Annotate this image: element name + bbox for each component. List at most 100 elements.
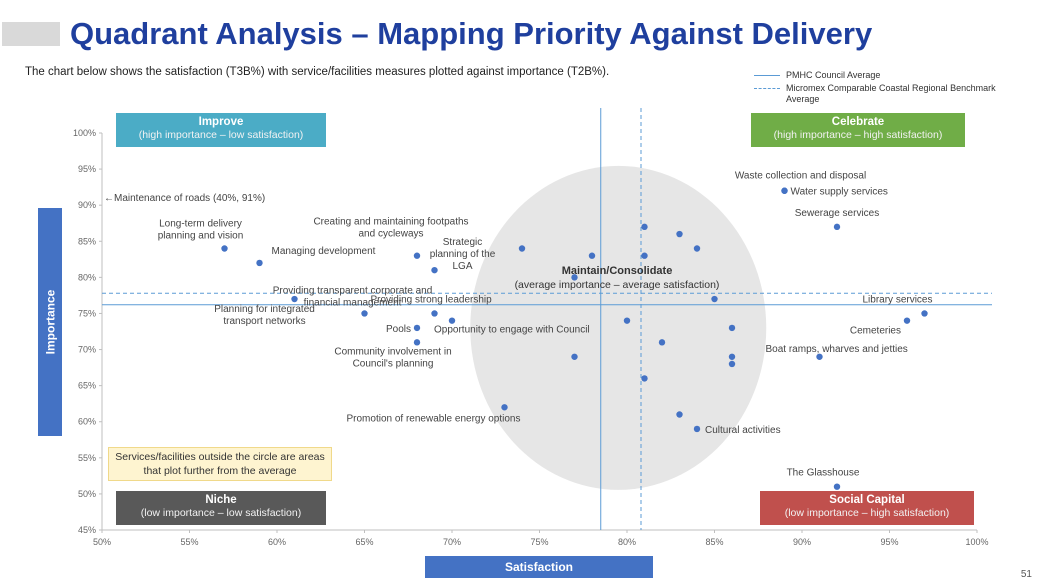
center-maintain-label: Maintain/Consolidate (average importance… [497,264,737,292]
center-maintain-subtitle: (average importance – average satisfacti… [514,279,720,291]
quadrant-niche-subtitle: (low importance – low satisfaction) [140,507,302,519]
data-point [693,425,701,433]
y-tick-label: 55% [78,453,96,463]
legend-dashed-label: Micromex Comparable Coastal Regional Ben… [786,83,996,104]
data-point-label: Providing transparent corporate and finan… [273,285,433,308]
data-point [781,187,788,194]
data-point-label-line: Council's planning [353,358,434,369]
page-title: Quadrant Analysis – Mapping Priority Aga… [70,16,873,51]
legend-solid-line-swatch [754,75,780,76]
data-point-label: Waste collection and disposal [735,171,866,182]
data-point-label-line: Boat ramps, wharves and jetties [766,344,908,355]
data-point [588,252,596,259]
data-point-label: Long-term delivery planning and vision [158,218,244,241]
data-point-label-line: Sewerage services [795,208,879,219]
data-point-label-line: and cycleways [358,229,423,240]
data-point [903,317,911,324]
data-point [291,295,298,303]
data-point [413,324,421,332]
data-point [658,339,666,346]
quadrant-improve-title: Improve [198,116,244,128]
y-tick-label: 50% [78,489,96,499]
data-point [431,310,438,317]
quadrant-social-capital-title: Social Capital [829,494,905,506]
data-point [641,375,648,382]
data-point [833,483,841,490]
data-point-label-line: Creating and maintaining footpaths [313,217,468,228]
data-point [501,404,508,411]
data-point [221,245,228,252]
data-point [518,245,526,252]
data-point [623,317,631,324]
data-point-label-line: Long-term delivery [159,218,242,229]
quadrant-niche-label: Niche (low importance – low satisfaction… [116,491,326,525]
data-point-label-line: Library services [862,294,932,305]
legend-solid-label: PMHC Council Average [786,70,881,80]
quadrant-improve-label: Improve (high importance – low satisfact… [116,113,326,147]
legend-item-council-average: PMHC Council Average [754,70,996,81]
x-tick-label: 90% [793,537,811,547]
data-point [728,360,736,368]
y-tick-label: 65% [78,381,96,391]
data-point-label: Community involvement in Council's planni… [334,346,451,369]
outside-circle-note: Services/facilities outside the circle a… [108,447,332,481]
x-tick-label: 70% [443,537,461,547]
x-axis-title-text: Satisfaction [504,560,573,574]
y-tick-label: 80% [78,272,96,282]
data-point-label: Promotion of renewable energy options [347,413,521,424]
data-point-label-line: Water supply services [791,187,888,198]
y-tick-label: 90% [78,200,96,210]
data-point [431,266,438,274]
x-tick-label: 60% [268,537,286,547]
data-point [256,259,263,267]
data-point-label: Strategic planning of the LGA [430,237,496,272]
data-point [571,274,578,281]
data-point-label: Providing strong leadership [371,294,493,305]
data-point [676,230,683,238]
data-point-label-line: planning of the [430,249,496,260]
data-point-label-line: Providing strong leadership [371,294,493,305]
data-point-label-line: Managing development [272,246,376,257]
maintenance-of-roads-annotation: ←Maintenance of roads (40%, 91%) [104,193,265,204]
x-tick-label: 65% [355,537,373,547]
data-point [728,324,736,332]
data-point [693,245,701,252]
y-tick-label: 100% [73,128,96,138]
data-point-label: Opportunity to engage with Council [434,325,590,336]
x-tick-label: 95% [880,537,898,547]
data-point-label-line: Cemeteries [850,326,901,337]
legend-item-benchmark-average: Micromex Comparable Coastal Regional Ben… [754,83,996,105]
data-point-label-line: Providing transparent corporate and [273,285,433,296]
y-tick-label: 75% [78,308,96,318]
y-tick-label: 45% [78,525,96,535]
data-point [676,411,683,418]
data-point-label-line: planning and vision [158,230,244,241]
data-point-label-line: Planning for integrated [214,304,315,315]
data-point-label-line: transport networks [223,316,305,327]
data-point [641,252,648,259]
data-point-label: Cultural activities [705,425,781,436]
y-tick-label: 60% [78,417,96,427]
x-tick-label: 85% [705,537,723,547]
data-point [361,310,368,317]
x-tick-label: 80% [618,537,636,547]
page-subtitle: The chart below shows the satisfaction (… [25,66,610,78]
data-point [728,353,736,360]
data-point [711,295,718,303]
quadrant-social-capital-subtitle: (low importance – high satisfaction) [784,507,950,519]
y-tick-label: 85% [78,236,96,246]
data-point-label-line: Community involvement in [334,346,451,357]
quadrant-celebrate-label: Celebrate (high importance – high satisf… [751,113,965,147]
data-point-label-line: financial management [304,297,402,308]
quadrant-celebrate-title: Celebrate [831,116,885,128]
data-point-label-line: Cultural activities [705,425,781,436]
data-point [641,223,648,231]
x-axis-title: Satisfaction [425,556,653,578]
center-maintain-title: Maintain/Consolidate [561,265,673,277]
x-tick-label: 75% [530,537,548,547]
data-point-label: Creating and maintaining footpaths and cy… [313,217,468,240]
data-point-label: Water supply services [791,187,888,198]
data-point-label: Cemeteries [850,326,901,337]
x-tick-label: 50% [93,537,111,547]
